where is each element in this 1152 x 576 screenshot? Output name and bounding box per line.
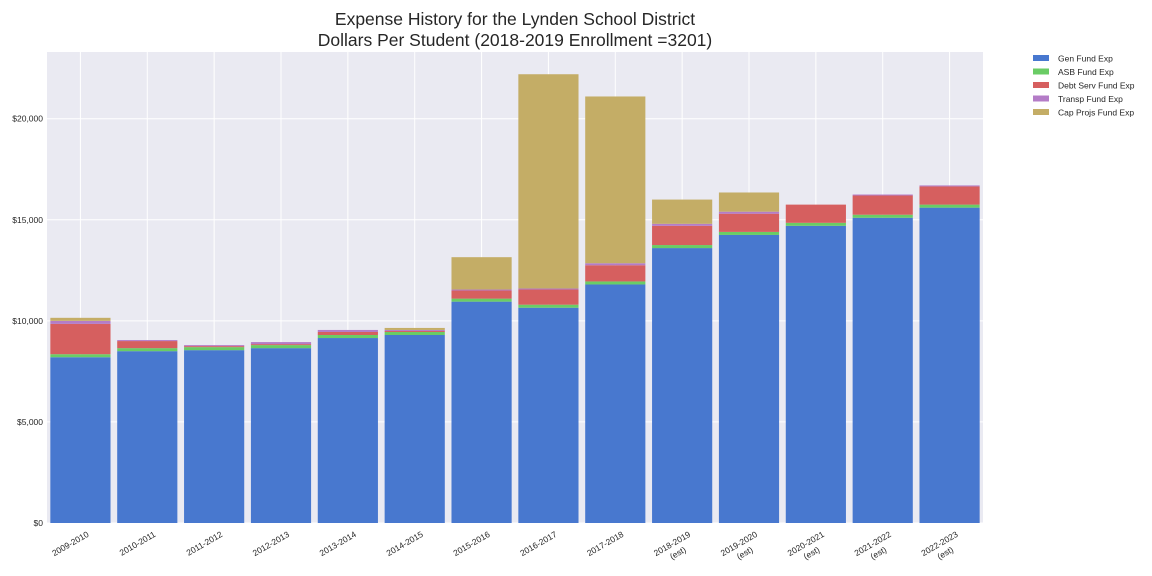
- bar-segment: [384, 329, 445, 331]
- x-tick-label: 2014-2015: [385, 529, 425, 558]
- bar-segment: [384, 335, 445, 523]
- x-tick-label: 2009-2010: [50, 529, 90, 558]
- bar-segment: [585, 96, 646, 264]
- x-tick-label: 2010-2011: [118, 529, 158, 558]
- bar-segment: [718, 192, 780, 212]
- bar-segment: [852, 214, 913, 218]
- x-tick-label: 2011-2012: [184, 529, 224, 558]
- bar-segment: [451, 289, 512, 291]
- y-tick-label: $10,000: [12, 316, 43, 326]
- bar-segment: [652, 225, 713, 246]
- bar-segment: [317, 329, 378, 332]
- bar-segment: [451, 298, 512, 302]
- bar-segment: [50, 320, 111, 324]
- bar-segment: [184, 350, 245, 523]
- bar-segment: [585, 284, 646, 523]
- legend-label: Debt Serv Fund Exp: [1058, 81, 1135, 91]
- bar-segment: [919, 204, 980, 208]
- y-tick-label: $0: [34, 518, 44, 528]
- bar-segment: [652, 199, 713, 224]
- bar-segment: [384, 331, 445, 336]
- bar-segment: [785, 222, 846, 226]
- legend-swatch: [1033, 82, 1049, 88]
- bar-segment: [852, 194, 913, 196]
- y-axis: $0 $5,000 $10,000 $15,000 $20,000: [12, 114, 43, 528]
- bar-segment: [518, 304, 579, 308]
- bar-segment: [919, 186, 980, 205]
- bars: [50, 74, 980, 524]
- legend: Gen Fund Exp ASB Fund Exp Debt Serv Fund E…: [1033, 54, 1135, 118]
- bar-segment: [250, 348, 312, 523]
- bar-segment: [117, 340, 178, 342]
- legend-swatch: [1033, 68, 1049, 75]
- bar-segment: [250, 345, 312, 349]
- bar-segment: [117, 348, 178, 352]
- legend-label: ASB Fund Exp: [1058, 67, 1114, 77]
- bar-segment: [50, 354, 111, 358]
- bar-segment: [585, 265, 646, 282]
- bar-segment: [785, 204, 846, 223]
- bar-segment: [451, 290, 512, 299]
- bar-segment: [652, 248, 713, 523]
- bar-segment: [317, 338, 378, 523]
- bar-segment: [919, 185, 980, 187]
- chart-subtitle: Dollars Per Student (2018-2019 Enrollmen…: [318, 30, 712, 50]
- legend-swatch: [1033, 109, 1049, 115]
- bar-segment: [117, 351, 178, 523]
- bar-segment: [451, 301, 512, 523]
- x-tick-label: 2016-2017: [518, 529, 558, 558]
- bar-segment: [50, 323, 111, 355]
- y-tick-label: $20,000: [12, 114, 43, 124]
- bar-segment: [384, 330, 445, 332]
- legend-label: Transp Fund Exp: [1058, 94, 1123, 104]
- bar-segment: [184, 347, 245, 351]
- legend-swatch: [1033, 55, 1049, 61]
- bar-segment: [451, 257, 512, 290]
- bar-segment: [585, 281, 646, 285]
- bar-segment: [184, 345, 245, 347]
- y-tick-label: $15,000: [12, 215, 43, 225]
- x-tick-label: 2013-2014: [318, 529, 358, 558]
- bar-segment: [117, 341, 178, 349]
- bar-segment: [585, 263, 646, 266]
- x-tick-label: 2015-2016: [451, 529, 491, 558]
- bar-segment: [919, 207, 980, 524]
- bar-segment: [250, 344, 312, 346]
- bar-segment: [518, 74, 579, 289]
- bar-segment: [785, 225, 846, 523]
- bar-segment: [852, 195, 913, 215]
- bar-segment: [518, 288, 579, 290]
- bar-segment: [718, 234, 780, 523]
- chart-title: Expense History for the Lynden School Di…: [335, 9, 695, 29]
- x-tick-label: 2017-2018: [585, 529, 625, 558]
- legend-label: Cap Projs Fund Exp: [1058, 108, 1134, 118]
- y-tick-label: $5,000: [17, 417, 43, 427]
- bar-segment: [718, 231, 780, 235]
- bar-segment: [518, 307, 579, 523]
- legend-label: Gen Fund Exp: [1058, 54, 1113, 64]
- bar-segment: [317, 335, 378, 339]
- x-tick-label: 2022-2023(est): [919, 529, 965, 568]
- bar-segment: [652, 223, 713, 226]
- bar-segment: [718, 211, 780, 214]
- legend-swatch: [1033, 95, 1049, 102]
- x-tick-label: 2021-2022(est): [853, 529, 899, 568]
- x-tick-label: 2018-2019(est): [652, 529, 698, 568]
- bar-segment: [652, 245, 713, 249]
- x-tick-label: 2020-2021(est): [786, 529, 832, 568]
- x-axis: 2009-2010 2010-2011 2011-2012 2012-2013 2013…: [50, 529, 965, 568]
- bar-segment: [317, 331, 378, 336]
- bar-segment: [518, 289, 579, 305]
- bar-segment: [718, 213, 780, 232]
- bar-segment: [50, 357, 111, 523]
- bar-segment: [184, 346, 245, 348]
- bar-segment: [250, 342, 312, 345]
- bar-segment: [384, 327, 445, 330]
- x-tick-label: 2019-2020(est): [719, 529, 765, 568]
- bar-segment: [50, 317, 111, 321]
- x-tick-label: 2012-2013: [251, 529, 291, 558]
- bar-segment: [852, 217, 913, 524]
